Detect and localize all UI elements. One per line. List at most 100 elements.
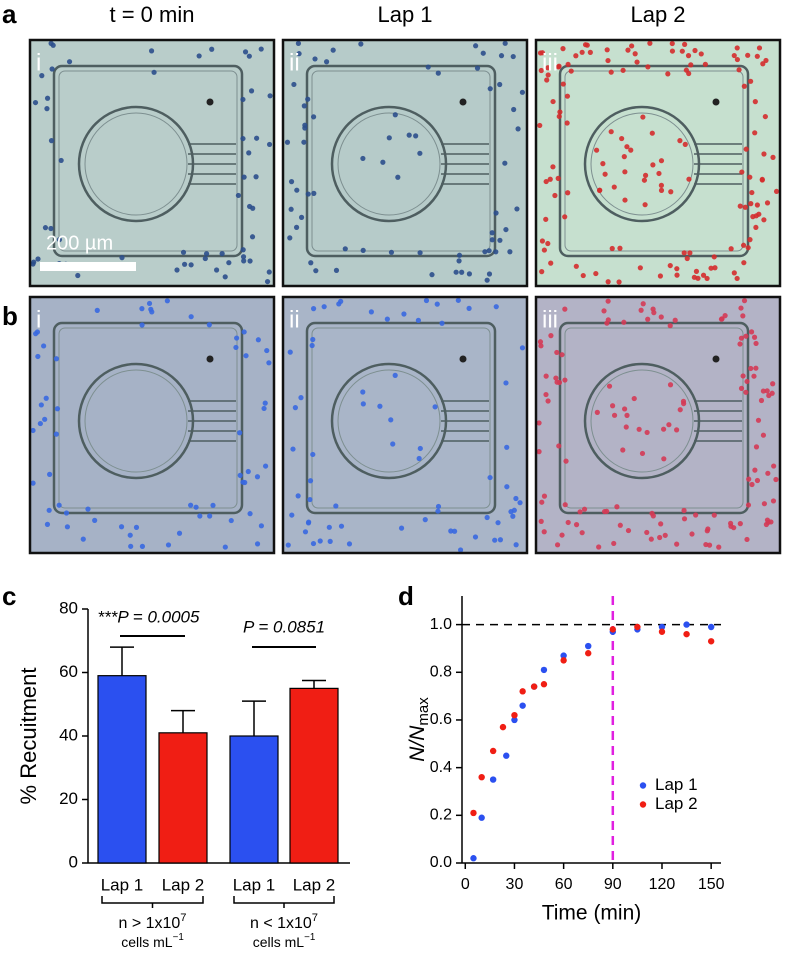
cell	[749, 481, 755, 488]
cell	[580, 272, 586, 279]
cell	[30, 480, 36, 486]
cell	[489, 230, 495, 236]
cell	[543, 216, 549, 222]
group-label: n < 1x107	[250, 912, 318, 932]
cell	[539, 50, 545, 56]
data-point	[634, 623, 641, 631]
cell	[188, 502, 194, 508]
cell	[681, 507, 687, 514]
cell	[617, 245, 623, 251]
data-point	[478, 773, 485, 781]
cell	[759, 177, 765, 183]
cell	[658, 314, 664, 320]
cell	[660, 426, 667, 432]
cell	[358, 41, 364, 47]
group-bracket	[101, 896, 204, 908]
trap-circle	[590, 369, 694, 473]
trap-circle	[590, 112, 694, 216]
cell	[317, 538, 323, 544]
cell	[641, 177, 648, 183]
cell	[748, 78, 754, 84]
cell	[380, 159, 386, 165]
cell	[487, 86, 493, 92]
cell	[706, 542, 713, 548]
cell	[323, 59, 330, 65]
cell	[556, 63, 562, 69]
cell	[741, 260, 747, 266]
micrograph	[28, 295, 276, 555]
data-point	[707, 638, 715, 645]
image-border	[281, 295, 529, 555]
micrograph	[534, 38, 782, 288]
cell	[42, 225, 49, 231]
cell	[648, 536, 654, 542]
cell	[188, 314, 194, 320]
cell	[644, 529, 650, 536]
cell	[54, 406, 61, 412]
panel-label: a	[2, 0, 17, 29]
y-tick-label: 60	[59, 662, 78, 681]
cell	[288, 179, 295, 185]
cell	[398, 525, 405, 531]
cell	[743, 146, 749, 152]
cell	[63, 510, 70, 516]
data-point	[511, 716, 518, 724]
cell	[625, 527, 632, 534]
cell	[291, 81, 297, 88]
group-label-main: n > 1x10	[118, 915, 180, 932]
cell	[390, 441, 396, 447]
cell	[301, 103, 307, 109]
cell	[118, 524, 125, 530]
cell	[128, 543, 134, 549]
cell	[632, 51, 638, 57]
cell	[222, 274, 228, 280]
cell	[608, 129, 614, 135]
cell	[360, 401, 366, 407]
cell	[543, 373, 549, 379]
group-label-main: cells mL	[121, 934, 173, 950]
y-axis-label-sub: max	[415, 697, 432, 726]
cell	[32, 99, 39, 106]
cell	[712, 265, 718, 271]
cell	[573, 53, 579, 59]
cell	[644, 429, 650, 436]
cell	[538, 67, 544, 74]
cell	[539, 238, 546, 244]
cell	[193, 504, 199, 510]
cell	[740, 313, 746, 319]
cell	[760, 432, 767, 438]
cell	[35, 353, 41, 360]
bar	[97, 675, 147, 864]
cell	[741, 298, 748, 304]
data-point	[519, 688, 526, 695]
cell	[765, 470, 771, 476]
cell	[745, 245, 751, 251]
cell	[262, 400, 268, 406]
cell	[754, 53, 760, 59]
cell	[543, 178, 549, 185]
cell	[240, 135, 246, 142]
cell	[336, 301, 342, 307]
cell	[539, 499, 545, 505]
data-point	[560, 652, 567, 659]
row-numeral: ii	[289, 306, 300, 333]
cell	[285, 542, 291, 548]
cell	[258, 523, 264, 529]
data-point	[585, 642, 592, 650]
cell	[606, 383, 613, 389]
cell	[493, 210, 499, 216]
cell	[298, 214, 305, 220]
cell	[139, 322, 145, 328]
cell	[219, 251, 225, 257]
cell	[681, 400, 687, 407]
cell	[538, 518, 544, 524]
cell	[761, 501, 767, 507]
cell	[333, 503, 339, 509]
cell	[657, 534, 663, 541]
cell	[748, 201, 754, 207]
cell	[346, 541, 353, 547]
cell	[180, 249, 187, 255]
cell	[755, 417, 762, 423]
cell	[94, 307, 100, 313]
cell	[203, 251, 210, 257]
